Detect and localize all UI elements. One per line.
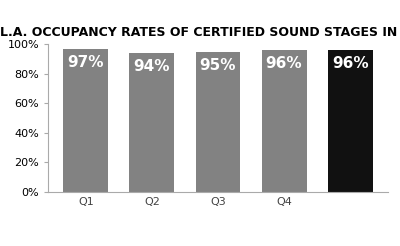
Text: 94%: 94% bbox=[134, 59, 170, 74]
Title: L.A. OCCUPANCY RATES OF CERTIFIED SOUND STAGES IN 2016: L.A. OCCUPANCY RATES OF CERTIFIED SOUND … bbox=[0, 26, 400, 39]
Text: 96%: 96% bbox=[332, 56, 368, 71]
Text: 95%: 95% bbox=[200, 58, 236, 73]
Bar bbox=[262, 50, 306, 192]
Bar bbox=[328, 50, 372, 192]
Bar bbox=[130, 53, 174, 192]
Bar bbox=[64, 49, 108, 192]
Text: 97%: 97% bbox=[68, 55, 104, 70]
Bar bbox=[196, 52, 240, 192]
Text: 96%: 96% bbox=[266, 56, 302, 71]
